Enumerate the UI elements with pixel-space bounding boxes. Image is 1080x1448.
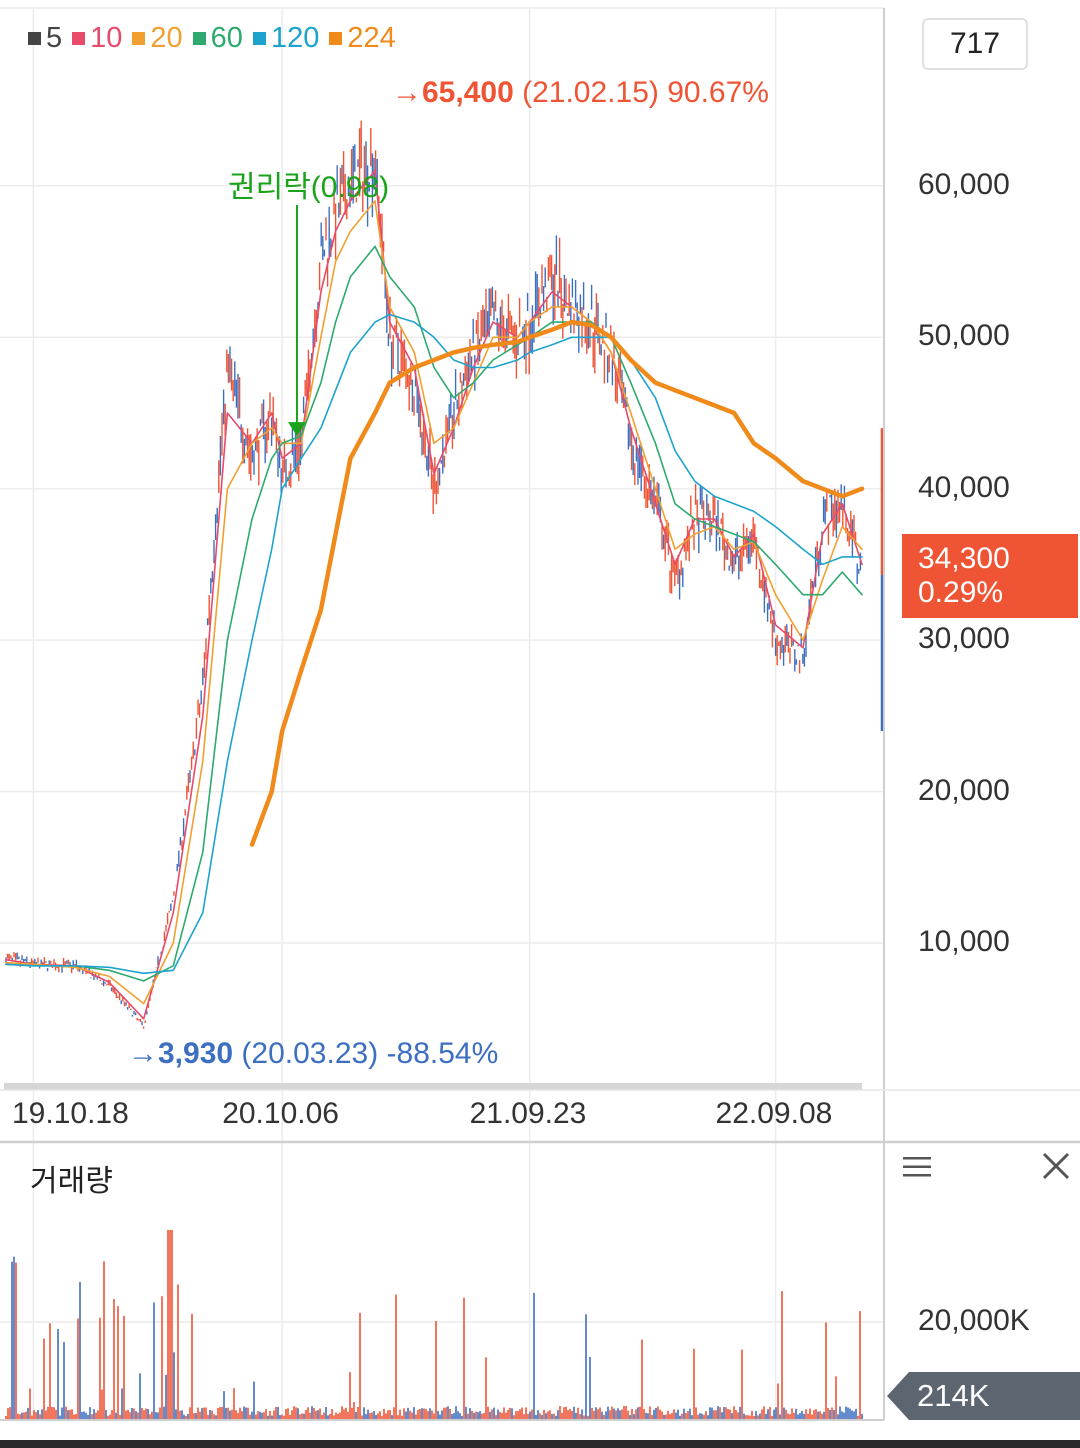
legend-swatch: [192, 32, 206, 45]
y-tick-label: 20,000: [918, 773, 1010, 807]
legend-label: 20: [150, 22, 183, 54]
legend-item-60: 60: [192, 22, 243, 55]
ma-line-60: [5, 245, 863, 982]
ma-line-20: [5, 200, 863, 1005]
close-icon[interactable]: [1040, 1150, 1072, 1182]
x-tick-label: 20.10.06: [222, 1097, 339, 1130]
legend-label: 5: [46, 22, 63, 54]
x-tick-label: 22.09.08: [715, 1097, 833, 1130]
x-tick-label: 21.09.23: [469, 1097, 587, 1130]
legend-item-120: 120: [252, 22, 320, 55]
rights-label: 권리락(0.98): [228, 171, 390, 204]
volume-current-badge: 214K: [887, 1372, 1080, 1420]
x-tick-label: 19.10.18: [12, 1097, 129, 1130]
annotation-layer: [287, 205, 884, 732]
low-price: 3,930: [158, 1037, 234, 1070]
current-price-badge: 34,300 0.29%: [902, 534, 1078, 618]
legend-label: 120: [270, 22, 320, 54]
legend-swatch: [28, 32, 41, 45]
high-annotation: →65,400 (21.02.15) 90.67%: [392, 76, 769, 110]
rights-marker-arrow: [287, 422, 306, 437]
volume-title: 거래량: [30, 1165, 113, 1198]
volume-bars: [5, 1230, 863, 1420]
y-tick-label: 50,000: [918, 319, 1010, 353]
moving-average-lines: [5, 169, 865, 1020]
volume-axis-label: 20,000K: [918, 1304, 1030, 1337]
scroll-track: [4, 1083, 862, 1090]
y-tick-label: 10,000: [918, 925, 1010, 959]
y-tick-label: 40,000: [918, 470, 1010, 504]
legend-item-20: 20: [132, 22, 183, 55]
chart-frame: [0, 8, 1080, 1421]
high-date: (21.02.15) 90.67%: [522, 76, 769, 109]
arrow-right-icon: →: [392, 76, 422, 109]
legend-label: 224: [347, 22, 396, 54]
legend-swatch: [252, 32, 266, 45]
price-candles: [5, 120, 862, 1029]
volume-current: 214K: [917, 1378, 990, 1413]
legend-label: 60: [210, 22, 243, 54]
ma-legend: 5 10 20 60 120 224: [28, 22, 396, 55]
legend-item-10: 10: [72, 22, 122, 55]
low-annotation: →3,930 (20.03.23) -88.54%: [128, 1037, 498, 1071]
ma-line-10: [5, 169, 863, 1020]
low-date: (20.03.23) -88.54%: [241, 1037, 499, 1070]
candle-count: 717: [949, 27, 1001, 60]
ma-line-224: [249, 319, 865, 847]
bottom-bar: [0, 1440, 1080, 1448]
y-tick-label: 60,000: [918, 167, 1010, 201]
candle-count-box[interactable]: 717: [922, 18, 1028, 70]
current-change: 0.29%: [918, 576, 1004, 609]
high-price: 65,400: [422, 76, 514, 109]
legend-item-224: 224: [329, 22, 396, 55]
y-tick-label: 30,000: [918, 622, 1010, 656]
menu-icon[interactable]: [902, 1152, 932, 1182]
ma-line-120: [5, 313, 863, 975]
legend-label: 10: [90, 22, 123, 54]
current-price: 34,300: [918, 542, 1010, 575]
legend-item-5: 5: [28, 22, 62, 55]
legend-swatch: [132, 32, 146, 45]
grid-layer: [0, 7, 884, 1420]
legend-swatch: [329, 32, 343, 45]
rights-annotation: 권리락(0.98): [228, 162, 389, 206]
arrow-right-icon: →: [128, 1037, 158, 1070]
legend-swatch: [72, 32, 86, 45]
